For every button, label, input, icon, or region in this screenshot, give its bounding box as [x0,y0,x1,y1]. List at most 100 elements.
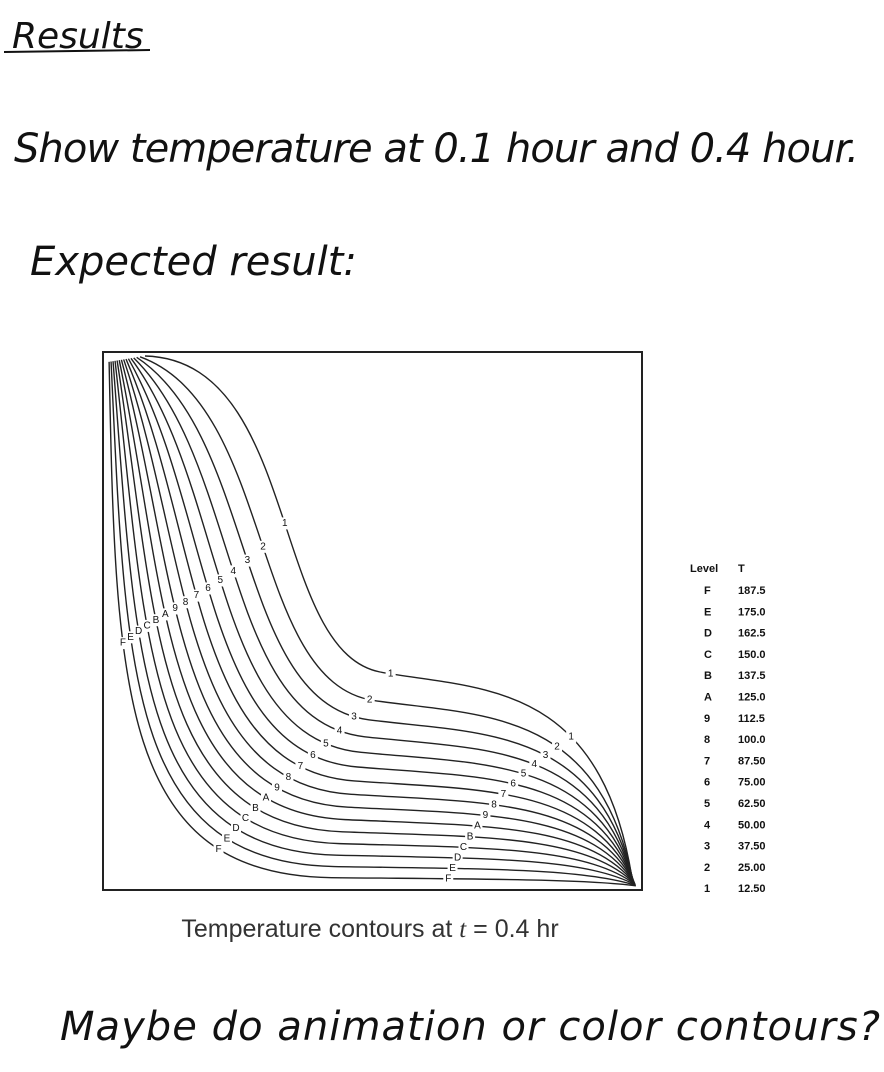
contour-label: 4 [231,566,237,577]
contour-label: 2 [554,741,560,752]
contour-label: 2 [260,541,266,552]
legend-level: 7 [704,755,710,767]
contour-label-bg [231,822,242,835]
contour-label: 8 [183,597,189,608]
contour-label-bg [307,749,318,762]
contour-line [116,360,636,885]
contour-label-bg [271,781,282,794]
contour-label-bg [180,596,191,609]
contour-line [108,361,636,887]
figure-caption: Temperature contours at t = 0.4 hr [181,915,558,943]
contour-label: B [467,831,474,842]
contour-label-bg [295,760,306,773]
contour-label-bg [283,771,294,784]
legend-level: 4 [704,819,711,831]
contour-label-bg [170,602,181,615]
contour-label-bg [552,740,563,753]
contour-label: 7 [501,789,507,800]
contour-label: D [135,626,142,637]
contour-label: 9 [172,603,178,614]
contour-label-bg [498,788,509,801]
contour-label: 6 [205,583,211,594]
contour-label: C [242,813,249,824]
contour-line [118,360,636,885]
contour-label-bg [133,625,144,638]
contour-label-bg [508,777,519,790]
contour-label: 6 [310,750,316,761]
legend-value: 25.00 [738,862,766,874]
contour-line [122,359,635,883]
legend-value: 125.0 [738,692,766,704]
contour-label: 1 [388,668,394,679]
legend: Level T F 187.5 E 175.0 D 162.5 C 150.0 B 137.5 A 1… [690,563,766,895]
legend-level: C [704,649,712,661]
contour-line [110,361,636,887]
contour-label-bg [142,619,153,632]
contour-label-bg [566,730,577,743]
contour-label: A [263,793,270,804]
contour-label-bg [250,802,261,815]
contour-label: 1 [282,518,288,529]
contour-label: 2 [367,694,373,705]
contour-label-bg [348,710,359,723]
contour-label: 7 [298,761,304,772]
contour-label-bg [518,767,529,780]
title-underline [3,49,151,53]
contour-label: 7 [194,590,200,601]
contour-line [112,361,636,886]
legend-value: 137.5 [738,670,766,682]
contour-label-bg [240,812,251,825]
legend-value: 162.5 [738,628,766,640]
contour-label: B [153,615,160,626]
contour-label-bg [150,614,161,627]
legend-header: Level [690,563,718,575]
contour-label: E [224,833,231,844]
legend-level: 2 [704,862,710,874]
contour-label: 1 [568,732,574,743]
contour-label-bg [228,565,239,578]
legend-level: E [704,606,711,618]
contour-label: 5 [323,738,329,749]
contour-label: 3 [245,555,251,566]
contour-label-bg [215,574,226,587]
note-line: Maybe do animation or color contours? [60,1004,880,1050]
caption-var: t [459,916,467,943]
contour-label-bg [257,540,268,553]
contour-label: 4 [337,726,343,737]
contour-label-bg [489,798,500,811]
contour-label-bg [320,737,331,750]
contour-label-bg [125,631,136,644]
contour-label: 3 [351,711,357,722]
contour-label-bg [529,758,540,771]
contour-label: A [474,821,481,832]
legend-value: 100.0 [738,734,766,746]
contour-line [114,360,636,886]
legend-value: 187.5 [738,585,766,597]
legend-value: 50.00 [738,819,766,831]
contour-label-bg [472,820,483,833]
contour-label: 8 [286,772,292,783]
legend-level: B [704,670,712,682]
contour-label-bg [242,554,253,567]
legend-level: 8 [704,734,710,746]
contour-line [133,357,634,881]
contour-label-bg [447,862,458,875]
caption-text: Temperature contours at [181,915,459,943]
note-line: Expected result: [30,239,357,285]
contour-label: 5 [217,575,223,586]
contour-label: F [120,638,126,649]
contour-label-bg [385,667,396,680]
contour-label: D [454,853,461,864]
contour-label-bg [203,582,214,595]
contour-label-bg [452,851,463,864]
contour-label-bg [160,608,171,621]
contour-label-bg [480,809,491,822]
caption-text: = 0.4 hr [466,915,558,943]
contour-label: 8 [491,799,497,810]
legend-value: 75.00 [738,777,766,789]
contour-label: C [143,621,150,632]
contour-label: 4 [532,759,538,770]
contour-line [127,358,635,882]
contour-label-bg [334,724,345,737]
